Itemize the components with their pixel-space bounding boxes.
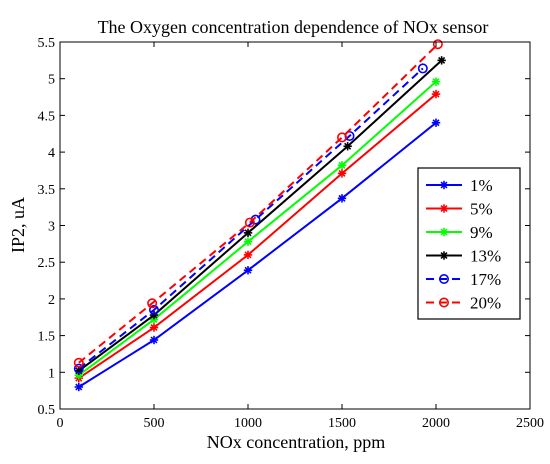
y-tick-label: 3.5	[38, 183, 56, 198]
data-point-3-4	[437, 56, 446, 65]
data-point-0-1	[149, 335, 159, 345]
data-point-0-2	[243, 266, 253, 275]
data-point-2-4	[431, 77, 441, 86]
y-tick-label: 1.5	[38, 330, 56, 345]
legend-box	[417, 167, 521, 320]
legend-label: 9%	[470, 223, 493, 242]
data-point-5-1	[147, 298, 158, 309]
y-tick-label: 5.5	[38, 36, 56, 51]
data-point-2-2	[243, 237, 253, 246]
legend-label: 13%	[470, 247, 501, 266]
data-point-1-2	[243, 250, 253, 260]
x-tick-label: 1000	[234, 416, 262, 431]
legend-marker-5	[438, 297, 449, 308]
chart-title: The Oxygen concentration dependence of N…	[98, 17, 489, 37]
legend-marker-1	[439, 204, 449, 213]
y-tick-label: 3	[48, 220, 55, 235]
x-tick-label: 2000	[422, 416, 450, 431]
y-tick-label: 4.5	[38, 109, 56, 124]
y-tick-label: 4	[48, 146, 55, 161]
data-point-4-0	[73, 363, 84, 374]
series-line-5	[78, 43, 439, 364]
data-point-0-3	[337, 194, 347, 203]
legend-marker-3	[439, 251, 449, 260]
y-tick-label: 1	[48, 366, 55, 381]
plot-area	[73, 39, 446, 392]
legend-label: 1%	[470, 176, 493, 195]
data-point-1-3	[337, 169, 347, 178]
y-tick-label: 2.5	[38, 256, 56, 271]
data-point-4-2	[250, 214, 261, 225]
y-tick-label: 2	[48, 293, 55, 308]
data-point-5-0	[73, 357, 84, 368]
legend-label: 20%	[470, 294, 501, 313]
y-tick-label: 5	[48, 73, 55, 88]
data-point-0-4	[431, 118, 441, 127]
axes: 0 500 1000 1500 2000 2500 0.5 1 1.5 2 2.5 3 3.5 4 4.5 5…	[38, 36, 545, 431]
data-point-5-2	[244, 217, 255, 228]
data-point-5-4	[432, 39, 443, 50]
data-point-4-1	[149, 304, 160, 315]
x-tick-label: 2500	[516, 416, 544, 431]
legend: 1% 5% 9% 13% 17% 20%	[417, 167, 521, 320]
y-axis-label: IP2, uA	[8, 197, 28, 253]
data-point-4-4	[417, 63, 428, 74]
legend-marker-4	[438, 273, 449, 284]
data-point-2-3	[337, 161, 347, 170]
x-tick-label: 0	[57, 416, 64, 431]
x-tick-label: 1500	[328, 416, 356, 431]
legend-label: 5%	[470, 200, 493, 219]
data-point-0-0	[74, 382, 83, 392]
x-tick-label: 500	[144, 416, 165, 431]
legend-marker-2	[439, 227, 449, 237]
legend-marker-0	[439, 180, 449, 190]
data-point-3-2	[243, 228, 253, 238]
legend-label: 17%	[470, 270, 501, 289]
data-point-5-3	[336, 132, 347, 143]
data-point-1-4	[431, 89, 441, 99]
series-line-4	[78, 67, 424, 370]
data-point-1-1	[149, 323, 159, 332]
x-axis-label: NOx concentration, ppm	[207, 432, 385, 452]
y-tick-label: 0.5	[38, 403, 56, 418]
data-point-3-3	[343, 142, 352, 151]
